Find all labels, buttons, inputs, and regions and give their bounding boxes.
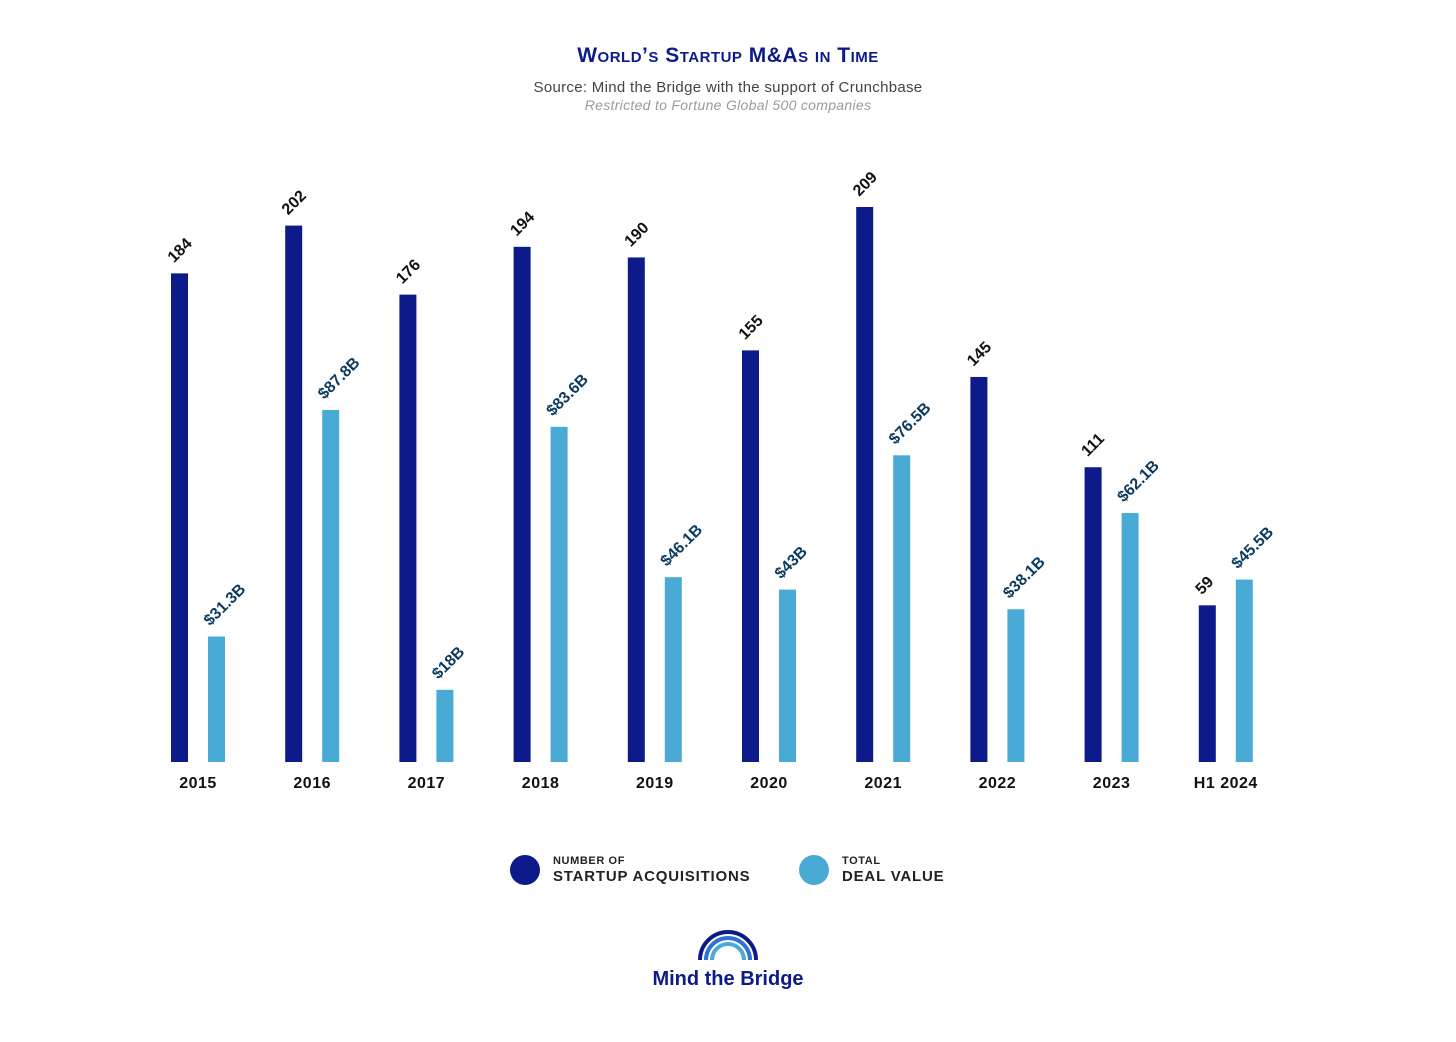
mind-the-bridge-logo: Mind the Bridge: [600, 926, 856, 996]
acquisitions-bar: [742, 350, 759, 762]
deal-value-data-label: $62.1B: [1114, 457, 1163, 506]
legend-acquisitions-big: STARTUP ACQUISITIONS: [553, 868, 751, 885]
x-axis-tick-label: 2017: [408, 775, 446, 792]
x-axis-tick-label: 2022: [979, 775, 1017, 792]
x-axis-tick-label: 2019: [636, 775, 674, 792]
deal-value-bar: [1121, 513, 1139, 762]
deal-value-data-label: $38.1B: [1000, 554, 1049, 603]
acquisitions-data-label: 209: [850, 169, 881, 200]
acquisitions-bar: [970, 376, 988, 762]
deal-value-bar: [1007, 609, 1025, 762]
deal-value-bar: [664, 577, 682, 762]
acquisitions-bar: [285, 225, 303, 763]
legend-acquisitions-small: NUMBER OF: [553, 855, 626, 867]
logo-text: Mind the Bridge: [652, 968, 804, 990]
bar-chart: 184 $31.3B 2015 202 $87.8B 2016 176 $18B 2017 194…: [165, 169, 1278, 792]
x-axis-tick-label: 2018: [522, 775, 560, 792]
deal-value-data-label: $45.5B: [1229, 524, 1278, 573]
deal-value-data-label: $46.1B: [658, 522, 707, 571]
legend-deal-value-small: TOTAL: [842, 855, 881, 867]
acquisitions-data-label: 59: [1193, 573, 1218, 598]
acquisitions-bar: [171, 273, 188, 762]
deal-value-bar: [779, 589, 796, 762]
legend-deal-value: TOTAL DEAL VALUE: [799, 855, 944, 885]
arch-logo-icon: [698, 930, 758, 961]
acquisitions-bar: [399, 294, 417, 762]
legend-deal-value-swatch: [799, 855, 829, 885]
acquisitions-bar: [1198, 605, 1216, 762]
acquisitions-data-label: 176: [393, 256, 424, 287]
deal-value-data-label: $18B: [429, 644, 468, 683]
acquisitions-bar: [513, 246, 531, 763]
chart-subtitle: Source: Mind the Bridge with the support…: [533, 79, 923, 96]
acquisitions-data-label: 184: [165, 235, 196, 266]
legend-deal-value-big: DEAL VALUE: [842, 868, 945, 885]
deal-value-bar: [436, 689, 454, 762]
acquisitions-data-label: 190: [622, 219, 653, 250]
deal-value-data-label: $31.3B: [201, 581, 250, 630]
acquisitions-data-label: 145: [964, 339, 995, 370]
deal-value-bar: [1235, 579, 1253, 762]
x-axis-tick-label: H1 2024: [1194, 775, 1258, 792]
chart-title: World’s Startup M&As in Time: [577, 44, 879, 67]
deal-value-bar: [322, 410, 340, 762]
x-axis-tick-label: 2015: [179, 775, 217, 792]
x-axis-tick-label: 2016: [293, 775, 331, 792]
deal-value-bar: [550, 426, 568, 762]
deal-value-data-label: $76.5B: [886, 400, 935, 449]
chart-note: Restricted to Fortune Global 500 compani…: [584, 97, 872, 113]
x-axis-tick-label: 2021: [864, 775, 902, 792]
acquisitions-bar: [1084, 467, 1102, 762]
acquisitions-bar: [627, 257, 645, 762]
deal-value-data-label: $87.8B: [315, 354, 364, 403]
deal-value-data-label: $83.6B: [543, 371, 592, 420]
acquisitions-data-label: 111: [1078, 430, 1108, 460]
acquisitions-data-label: 194: [507, 209, 538, 240]
acquisitions-data-label: 202: [279, 187, 310, 218]
x-axis-tick-label: 2020: [750, 775, 788, 792]
deal-value-bar: [208, 636, 225, 762]
deal-value-bar: [893, 455, 911, 762]
legend-acquisitions-swatch: [510, 855, 540, 885]
legend-acquisitions: NUMBER OF STARTUP ACQUISITIONS: [510, 855, 750, 885]
deal-value-data-label: $43B: [772, 543, 811, 582]
acquisitions-data-label: 155: [736, 312, 767, 343]
x-axis-tick-label: 2023: [1093, 775, 1131, 792]
acquisitions-bar: [856, 207, 874, 762]
